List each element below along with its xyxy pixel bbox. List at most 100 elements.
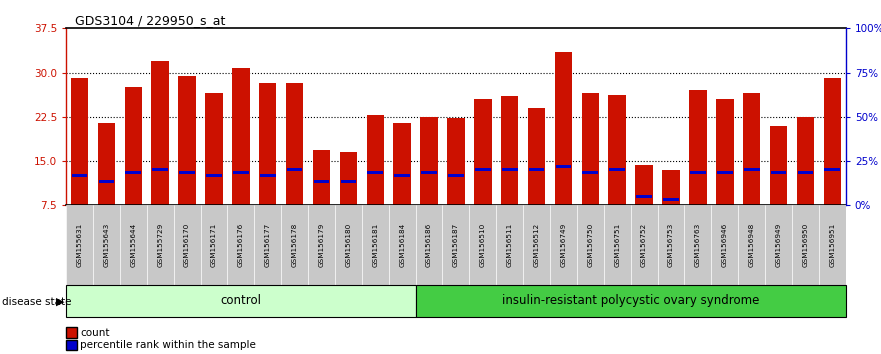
Bar: [635, 165, 653, 205]
Bar: [603, 205, 631, 285]
Text: control: control: [220, 295, 262, 307]
Bar: [124, 87, 142, 205]
Bar: [120, 205, 147, 285]
Text: GSM156511: GSM156511: [507, 223, 513, 267]
Text: ▶: ▶: [56, 297, 64, 307]
Bar: [689, 90, 707, 205]
Bar: [66, 205, 93, 285]
Bar: [690, 171, 706, 175]
Bar: [205, 93, 223, 205]
Bar: [582, 171, 598, 175]
Bar: [174, 205, 201, 285]
Text: GSM156170: GSM156170: [184, 223, 190, 267]
Bar: [152, 61, 169, 205]
Bar: [657, 205, 685, 285]
Bar: [475, 169, 491, 171]
Bar: [744, 169, 759, 171]
Bar: [152, 169, 168, 171]
Bar: [340, 152, 357, 205]
Text: GSM156751: GSM156751: [614, 223, 620, 267]
Text: percentile rank within the sample: percentile rank within the sample: [80, 340, 256, 350]
Bar: [716, 99, 734, 205]
Bar: [394, 123, 411, 205]
Bar: [792, 205, 818, 285]
Bar: [448, 118, 464, 205]
Text: GSM155631: GSM155631: [77, 223, 83, 267]
Bar: [227, 205, 255, 285]
Text: GSM155644: GSM155644: [130, 223, 137, 267]
Bar: [179, 171, 195, 175]
Bar: [232, 68, 249, 205]
Bar: [528, 108, 545, 205]
Bar: [496, 205, 523, 285]
Bar: [70, 79, 88, 205]
Bar: [125, 171, 141, 175]
Text: GSM156186: GSM156186: [426, 223, 432, 267]
Bar: [743, 93, 760, 205]
Text: GSM156946: GSM156946: [722, 223, 728, 267]
Text: GSM155643: GSM155643: [103, 223, 109, 267]
Bar: [529, 169, 544, 171]
Bar: [717, 171, 733, 175]
Bar: [631, 205, 657, 285]
Bar: [286, 169, 302, 171]
Bar: [93, 205, 120, 285]
Text: GSM156512: GSM156512: [534, 223, 539, 267]
Bar: [98, 123, 115, 205]
Bar: [313, 150, 330, 205]
Bar: [738, 205, 765, 285]
Bar: [610, 169, 626, 171]
Text: GSM156171: GSM156171: [211, 223, 217, 267]
Text: GSM156176: GSM156176: [238, 223, 244, 267]
Bar: [260, 175, 276, 177]
Text: GSM155729: GSM155729: [157, 223, 163, 267]
Bar: [201, 205, 227, 285]
Bar: [281, 205, 308, 285]
Text: GSM156179: GSM156179: [319, 223, 324, 267]
Bar: [395, 175, 410, 177]
Bar: [581, 93, 599, 205]
Text: GSM156184: GSM156184: [399, 223, 405, 267]
Bar: [550, 205, 577, 285]
Bar: [389, 205, 416, 285]
Bar: [206, 175, 222, 177]
Bar: [147, 205, 174, 285]
Text: count: count: [80, 328, 109, 338]
Text: GSM156181: GSM156181: [373, 223, 378, 267]
Bar: [609, 95, 626, 205]
Bar: [824, 79, 841, 205]
Bar: [99, 180, 115, 183]
Bar: [442, 205, 470, 285]
Bar: [797, 171, 813, 175]
Bar: [259, 82, 277, 205]
Bar: [770, 126, 788, 205]
Text: GSM156752: GSM156752: [641, 223, 648, 267]
Bar: [366, 115, 384, 205]
Bar: [502, 169, 517, 171]
Bar: [685, 205, 711, 285]
Bar: [66, 285, 416, 317]
Text: GSM156951: GSM156951: [829, 223, 835, 267]
Bar: [818, 205, 846, 285]
Bar: [233, 171, 248, 175]
Bar: [71, 175, 87, 177]
Text: GSM156177: GSM156177: [264, 223, 270, 267]
Bar: [420, 117, 438, 205]
Text: GSM156178: GSM156178: [292, 223, 298, 267]
Bar: [577, 205, 603, 285]
Bar: [178, 75, 196, 205]
Text: disease state: disease state: [2, 297, 71, 307]
Bar: [555, 52, 572, 205]
Bar: [636, 195, 652, 198]
Text: GSM156763: GSM156763: [695, 223, 701, 267]
Text: GSM156510: GSM156510: [480, 223, 485, 267]
Bar: [416, 205, 442, 285]
Bar: [341, 180, 356, 183]
Bar: [771, 171, 787, 175]
Bar: [335, 205, 362, 285]
Text: GSM156950: GSM156950: [803, 223, 809, 267]
Bar: [470, 205, 496, 285]
Text: insulin-resistant polycystic ovary syndrome: insulin-resistant polycystic ovary syndr…: [502, 295, 759, 307]
Bar: [556, 166, 571, 169]
Bar: [367, 171, 383, 175]
